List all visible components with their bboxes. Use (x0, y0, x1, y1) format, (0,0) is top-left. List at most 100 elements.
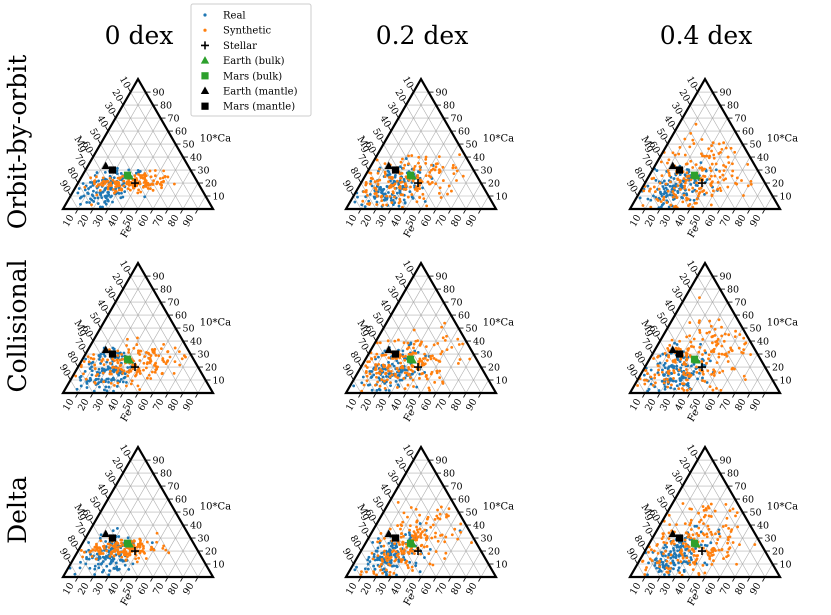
synthetic-point (682, 371, 686, 374)
tick-mark (657, 336, 661, 342)
synthetic-point (685, 358, 689, 362)
synthetic-point (436, 342, 440, 345)
real-point (662, 202, 665, 205)
synthetic-point (424, 345, 428, 349)
synthetic-point (677, 387, 681, 391)
tick-label-mg: 20 (392, 88, 408, 104)
synthetic-point (726, 535, 730, 539)
tick-label-ca: 20 (488, 179, 500, 190)
tick-label-ca: 20 (488, 363, 500, 374)
synthetic-point (95, 193, 99, 197)
gridline-fe (450, 537, 474, 578)
tick-label-fe: 90 (748, 397, 764, 413)
synthetic-point (401, 193, 405, 197)
gridline-mg (115, 485, 169, 578)
tick-label-ca: 60 (175, 311, 187, 322)
real-point (370, 375, 374, 379)
gridline-mg (130, 91, 199, 210)
synthetic-point (375, 194, 379, 198)
synthetic-point (107, 542, 111, 546)
tick-label-ca: 60 (742, 311, 754, 322)
synthetic-point (425, 545, 429, 548)
synthetic-point (397, 185, 401, 189)
synthetic-point (157, 354, 161, 358)
synthetic-point (158, 177, 162, 180)
synthetic-point (444, 551, 448, 555)
real-point (692, 362, 696, 366)
tick-label-fe: 10 (344, 581, 360, 597)
synthetic-point (387, 356, 391, 360)
synthetic-point (119, 544, 123, 548)
synthetic-point (708, 385, 712, 389)
synthetic-point (383, 549, 386, 553)
synthetic-point (410, 154, 414, 157)
mars-bulk-marker (123, 171, 132, 179)
synthetic-point (397, 555, 401, 559)
synthetic-point (138, 372, 142, 375)
tick-label-fe: 90 (181, 581, 197, 597)
real-point (85, 200, 89, 204)
tick-mark (642, 576, 646, 582)
synthetic-point (100, 181, 104, 185)
tick-label-fe: 30 (658, 397, 674, 413)
synthetic-point (120, 555, 124, 559)
synthetic-point (677, 368, 681, 372)
tick-mark (165, 392, 169, 398)
real-point (394, 379, 398, 383)
synthetic-point (700, 166, 704, 170)
real-point (675, 544, 679, 548)
earth-mantle-marker (668, 529, 677, 538)
synthetic-point (161, 180, 165, 184)
synthetic-point (684, 351, 688, 355)
stellar-marker (698, 547, 706, 556)
tick-label-mg: 20 (392, 272, 408, 288)
synthetic-point (708, 166, 712, 170)
real-point (90, 373, 94, 377)
synthetic-point (718, 535, 722, 538)
real-point (111, 346, 115, 350)
synthetic-point (411, 569, 414, 572)
synthetic-point (134, 557, 138, 561)
tick-label-ca: 70 (735, 298, 747, 309)
synthetic-point (700, 152, 703, 156)
real-point (100, 378, 104, 381)
synthetic-point (689, 131, 693, 135)
synthetic-point (653, 376, 657, 380)
synthetic-point (136, 384, 140, 388)
real-point (105, 377, 109, 381)
synthetic-point (659, 200, 663, 203)
tick-mark (762, 576, 766, 582)
real-point (677, 561, 680, 565)
synthetic-point (653, 190, 657, 194)
synthetic-point (690, 547, 694, 551)
tick-label-ca: 20 (772, 363, 784, 374)
synthetic-point (657, 561, 661, 565)
real-point (379, 544, 383, 548)
synthetic-point (675, 523, 678, 527)
synthetic-point (723, 353, 726, 357)
synthetic-point (406, 341, 410, 345)
tick-mark (67, 191, 71, 197)
synthetic-point (688, 387, 692, 391)
synthetic-point (130, 379, 134, 383)
synthetic-point (385, 559, 389, 563)
tick-mark (180, 208, 184, 214)
tick-label-ca: 80 (727, 285, 739, 296)
synthetic-point (430, 181, 434, 184)
tick-label-fe: 10 (628, 213, 644, 229)
synthetic-point (138, 537, 142, 541)
synthetic-point (657, 187, 661, 191)
tick-label-fe: 10 (344, 213, 360, 229)
gridline-fe (719, 524, 751, 578)
synthetic-point (147, 373, 151, 377)
real-point (683, 552, 686, 555)
real-point (112, 176, 116, 180)
tick-mark (165, 576, 169, 582)
synthetic-point (674, 360, 677, 364)
synthetic-point (662, 381, 666, 385)
synthetic-point (411, 549, 414, 553)
mars-bulk-marker (690, 171, 699, 179)
tick-label-ca: 10 (213, 560, 225, 571)
synthetic-point (90, 203, 93, 207)
real-point (107, 380, 110, 384)
